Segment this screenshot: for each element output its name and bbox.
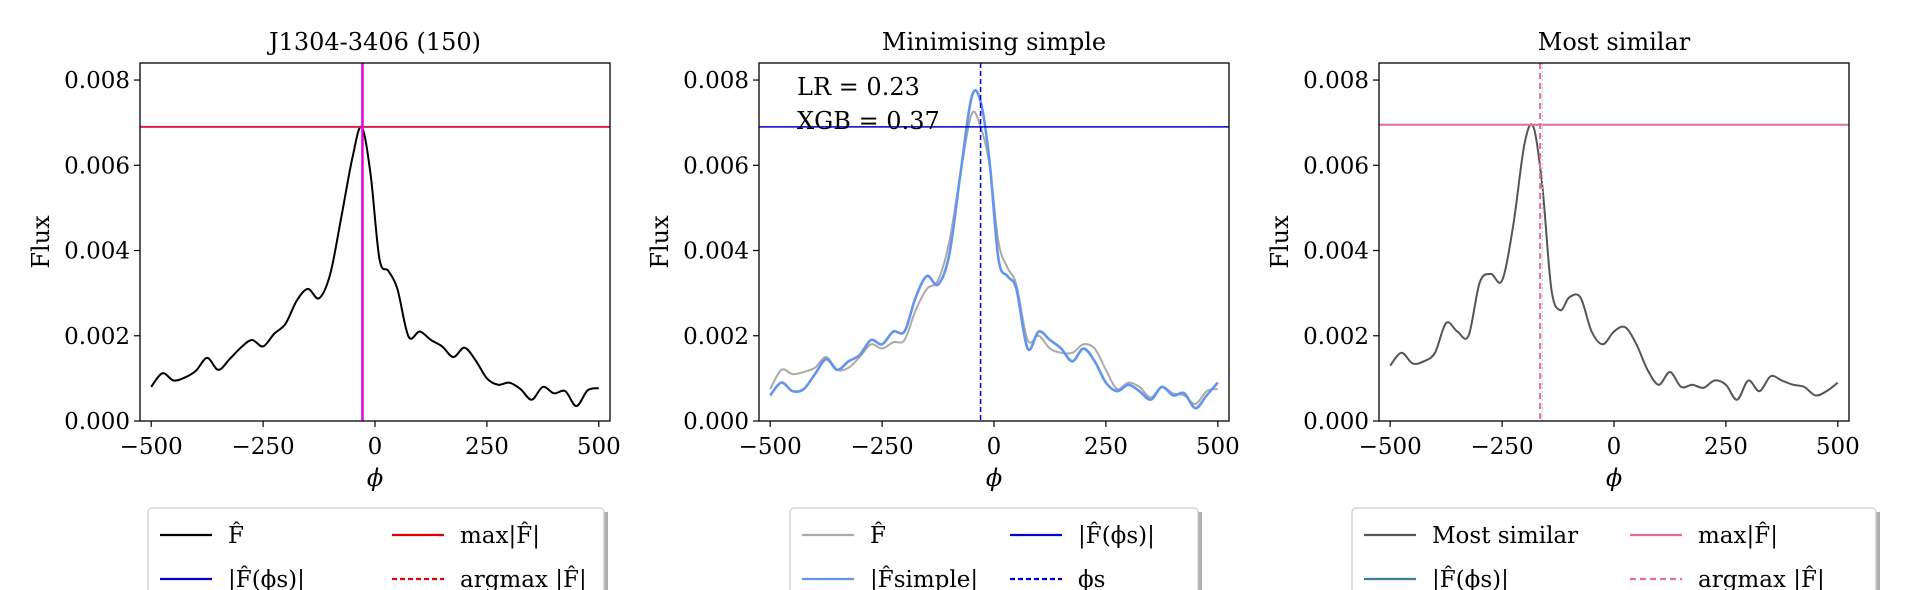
x-tick-label: −500 (120, 434, 183, 460)
legend-label: ϕs (1078, 567, 1105, 590)
legend-label: F̂ (228, 523, 244, 549)
x-tick-label: 250 (1084, 434, 1128, 460)
axes-frame (139, 62, 611, 422)
y-axis-label: Flux (646, 215, 674, 269)
x-tick-label: 500 (1816, 434, 1860, 460)
y-tick-label: 0.008 (1303, 68, 1369, 94)
x-tick-label: 500 (577, 434, 621, 460)
y-axis-label: Flux (27, 215, 55, 269)
series-line (150, 125, 599, 408)
x-tick-label: −500 (1359, 434, 1422, 460)
x-tick-label: 250 (1704, 434, 1748, 460)
x-tick-label: −250 (232, 434, 295, 460)
legend-label: |F̂(ϕs)| (1432, 567, 1509, 590)
legend: Most similar max|F̂| |F̂(ϕs)| argmax |F̂| (1351, 507, 1880, 590)
x-tick-label: −500 (739, 434, 802, 460)
y-tick-label: 0.004 (64, 239, 130, 265)
plot-content (759, 63, 1229, 421)
y-tick-label: 0.000 (64, 409, 130, 435)
series-line (769, 110, 1218, 405)
x-tick-label: 0 (368, 434, 383, 460)
x-tick-label: 0 (987, 434, 1002, 460)
legend-label: |F̂(ϕs)| (228, 567, 305, 590)
y-tick-label: 0.006 (1303, 153, 1369, 179)
legend-label: F̂ (870, 523, 886, 549)
x-axis-label: ϕ (986, 464, 1002, 492)
x-tick-label: −250 (1471, 434, 1534, 460)
y-axis-label: Flux (1266, 215, 1294, 269)
y-tick-label: 0.006 (64, 153, 130, 179)
legend-box (789, 507, 1199, 590)
annotation-text: XGB = 0.37 (797, 107, 940, 135)
legend-label: Most similar (1432, 523, 1578, 549)
y-tick-label: 0.006 (683, 153, 749, 179)
x-tick-label: 500 (1196, 434, 1240, 460)
legend-label: |F̂(ϕs)| (1078, 523, 1155, 549)
y-tick-label: 0.000 (683, 409, 749, 435)
y-tick-label: 0.004 (683, 239, 749, 265)
y-tick-label: 0.002 (683, 324, 749, 350)
axes-frame (1378, 62, 1850, 422)
y-tick-label: 0.008 (683, 68, 749, 94)
legend-box (1351, 507, 1877, 590)
legend: F̂ max|F̂| |F̂(ϕs)| argmax |F̂| (147, 507, 608, 590)
panel-3: Most similar ϕ Flux −500 −250 0 250 500 0.000 0.0… (1266, 28, 1880, 590)
legend-box (147, 507, 605, 590)
legend-label: max|F̂| (460, 523, 540, 549)
chart-title: Minimising simple (882, 28, 1106, 56)
x-axis-label: ϕ (1606, 464, 1622, 492)
x-axis-label: ϕ (367, 464, 383, 492)
annotation-text: LR = 0.23 (797, 73, 920, 101)
y-tick-label: 0.002 (64, 324, 130, 350)
axes-frame (758, 62, 1230, 422)
series-line (1389, 123, 1839, 401)
legend-label: argmax |F̂| (460, 567, 587, 590)
y-tick-label: 0.004 (1303, 239, 1369, 265)
legend-label: max|F̂| (1698, 523, 1778, 549)
series-line (769, 89, 1219, 410)
x-tick-label: 250 (465, 434, 509, 460)
x-tick-label: −250 (851, 434, 914, 460)
x-tick-label: 0 (1607, 434, 1622, 460)
y-tick-label: 0.008 (64, 68, 130, 94)
panel-2: Minimising simple ϕ Flux −500 −250 0 250 500 0.0… (646, 28, 1240, 590)
legend-label: |F̂simple| (870, 567, 978, 590)
panel-1: J1304-3406 (150) ϕ Flux −500 −250 0 250 500 0.00… (27, 28, 621, 590)
chart-title: J1304-3406 (150) (266, 28, 481, 56)
plot-content (1379, 63, 1849, 421)
legend: F̂ |F̂(ϕs)| |F̂simple| ϕs (789, 507, 1202, 590)
legend-label: argmax |F̂| (1698, 567, 1825, 590)
chart-title: Most similar (1538, 28, 1691, 56)
y-tick-label: 0.002 (1303, 324, 1369, 350)
plot-content (140, 63, 610, 421)
y-tick-label: 0.000 (1303, 409, 1369, 435)
